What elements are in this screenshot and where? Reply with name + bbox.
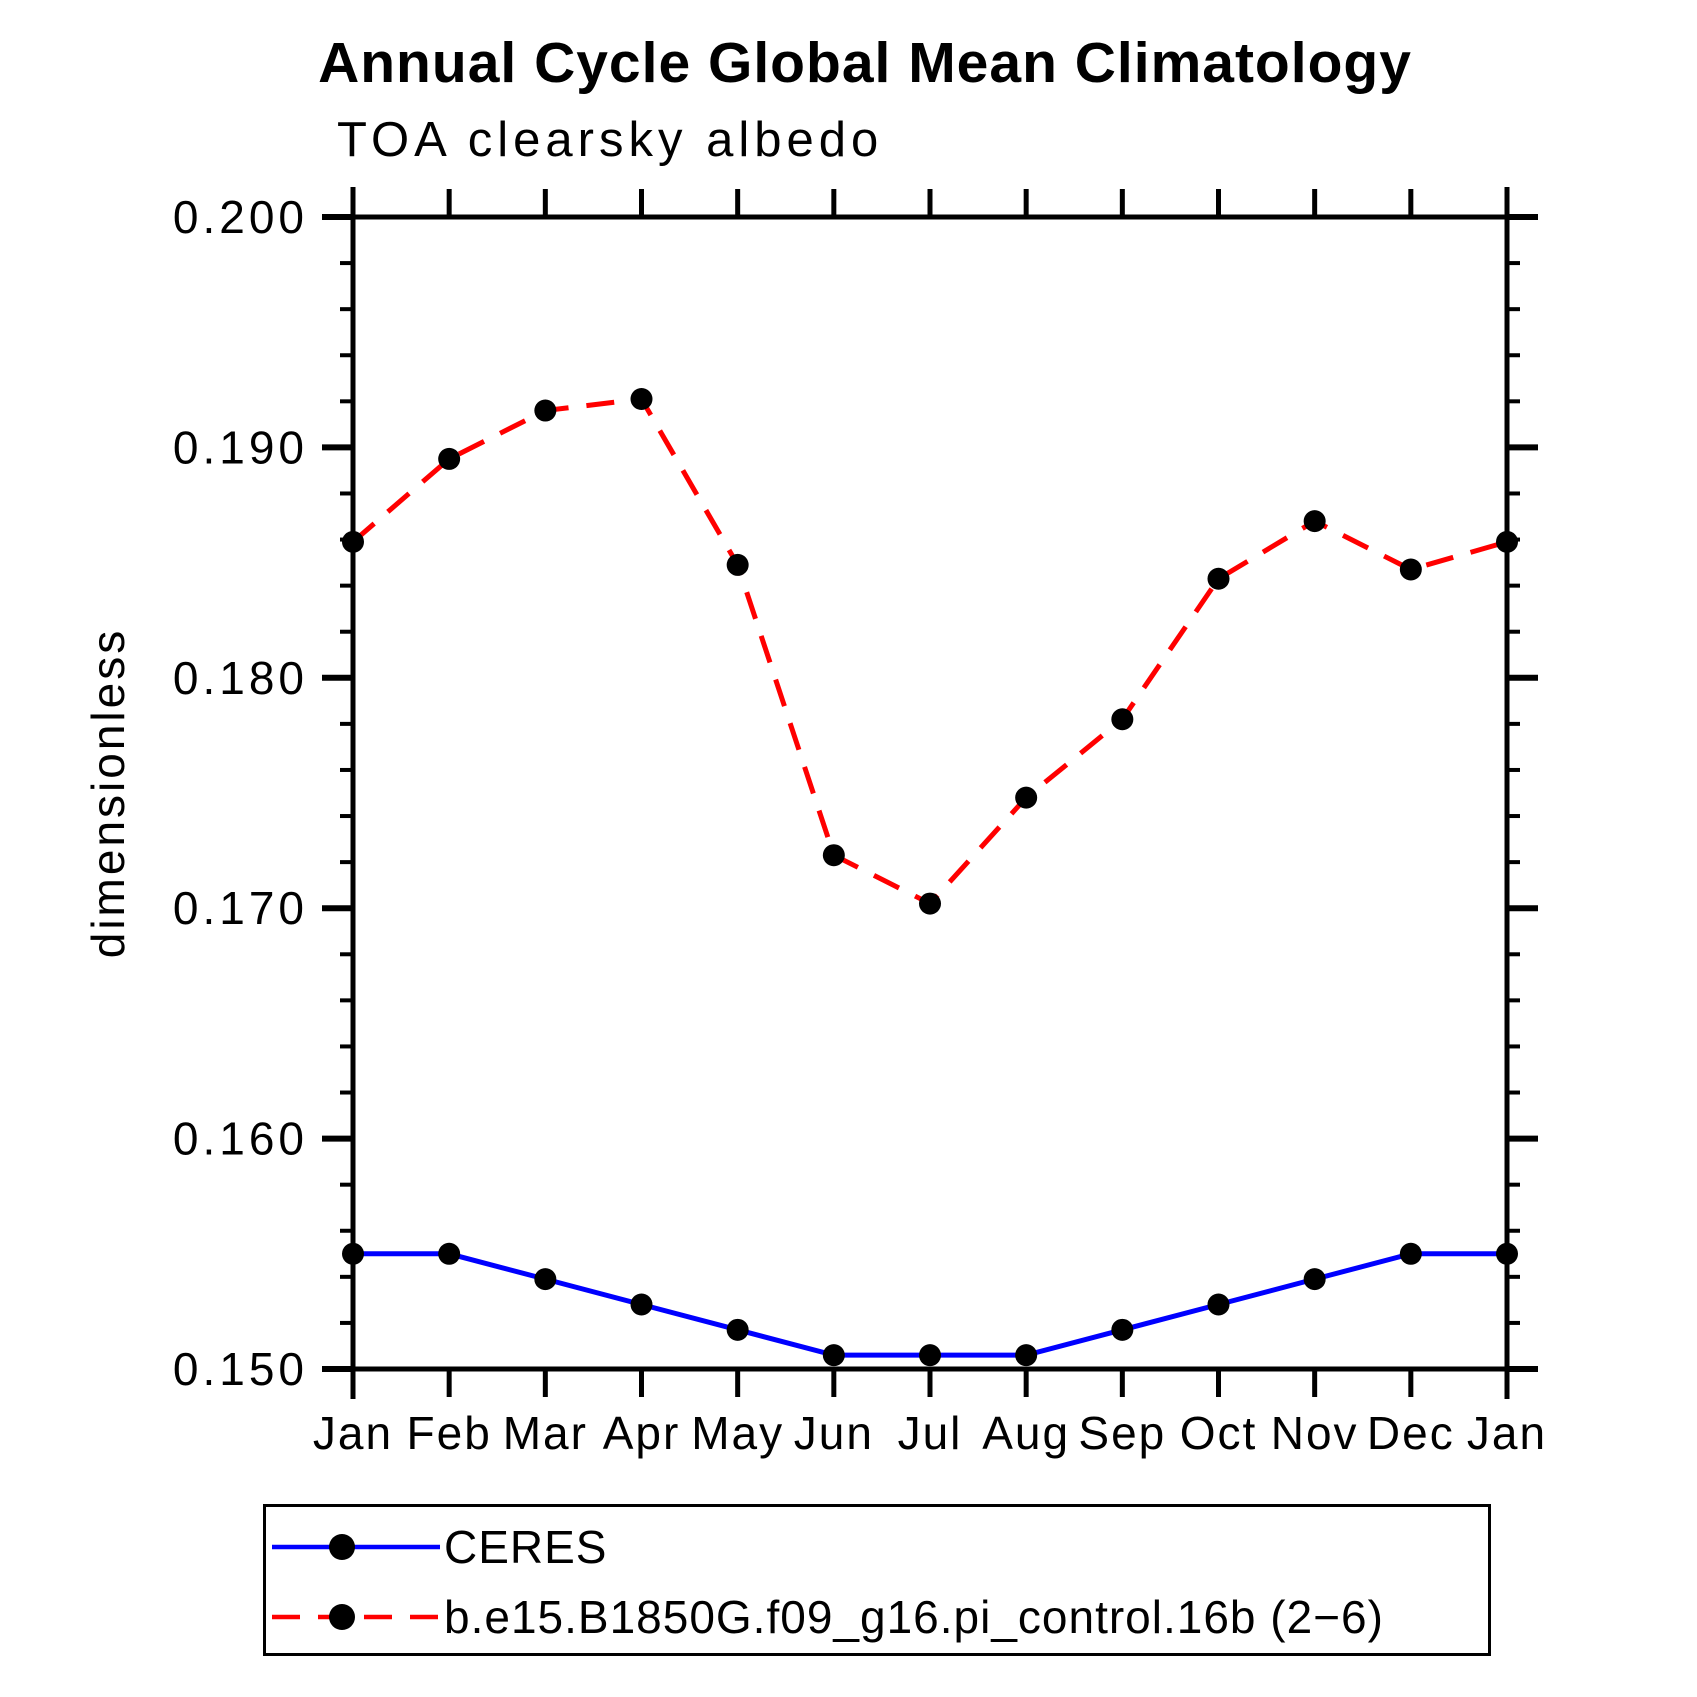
legend-label-model: b.e15.B1850G.f09_g16.pi_control.16b (2−6… bbox=[444, 1591, 1384, 1643]
ceres-data-point bbox=[630, 1293, 653, 1316]
y-tick-label: 0.150 bbox=[173, 1343, 308, 1395]
model-data-point bbox=[1207, 567, 1230, 590]
model-data-point bbox=[919, 892, 941, 915]
ceres-data-point bbox=[534, 1268, 557, 1291]
ceres-data-point bbox=[1399, 1242, 1422, 1265]
x-tick-label: Sep bbox=[1078, 1407, 1166, 1459]
model-data-point bbox=[438, 447, 461, 470]
ceres-data-point bbox=[726, 1318, 749, 1341]
y-tick-label: 0.190 bbox=[173, 421, 308, 473]
legend-box: CERES b.e15.B1850G.f09_g16.pi_control.16… bbox=[263, 1504, 1491, 1656]
ceres-data-point bbox=[1111, 1318, 1134, 1341]
x-tick-label: Oct bbox=[1180, 1407, 1258, 1459]
x-tick-label: Jul bbox=[898, 1407, 963, 1459]
ceres-data-point bbox=[919, 1344, 941, 1367]
y-tick-label: 0.170 bbox=[173, 882, 308, 934]
ceres-data-point bbox=[1015, 1344, 1038, 1367]
model-data-point bbox=[1399, 558, 1422, 581]
ceres-data-point bbox=[342, 1242, 364, 1265]
model-key-marker bbox=[329, 1604, 355, 1630]
x-tick-label: Jan bbox=[1467, 1407, 1547, 1459]
ceres-key-marker bbox=[329, 1534, 355, 1560]
legend-item-model: b.e15.B1850G.f09_g16.pi_control.16b (2−6… bbox=[270, 1589, 1384, 1645]
y-tick-label: 0.180 bbox=[173, 652, 308, 704]
ceres-data-point bbox=[822, 1344, 845, 1367]
x-tick-label: Apr bbox=[603, 1407, 681, 1459]
model-data-point bbox=[630, 388, 653, 411]
x-tick-label: Nov bbox=[1271, 1407, 1359, 1459]
model-data-point bbox=[534, 399, 557, 422]
x-tick-label: Mar bbox=[503, 1407, 588, 1459]
model-data-point bbox=[726, 553, 749, 576]
model-data-point bbox=[822, 844, 845, 867]
model-data-point bbox=[1303, 510, 1326, 533]
model-data-point bbox=[342, 530, 364, 553]
ceres-data-point bbox=[1496, 1242, 1518, 1265]
legend-label-ceres: CERES bbox=[444, 1521, 608, 1573]
model-line-key bbox=[272, 1604, 440, 1630]
chart-subtitle: TOA clearsky albedo bbox=[337, 113, 884, 167]
x-tick-label: Aug bbox=[982, 1407, 1070, 1459]
x-tick-label: May bbox=[691, 1407, 784, 1459]
page-title: Annual Cycle Global Mean Climatology bbox=[318, 31, 1412, 95]
y-tick-label: 0.200 bbox=[173, 191, 308, 243]
model-series-line bbox=[351, 396, 1508, 907]
ceres-series-line bbox=[353, 1251, 1507, 1358]
x-tick-label: Jan bbox=[313, 1407, 393, 1459]
x-tick-label: Feb bbox=[407, 1407, 492, 1459]
model-data-point bbox=[1111, 708, 1134, 731]
ceres-data-point bbox=[1303, 1268, 1326, 1291]
x-tick-label: Dec bbox=[1367, 1407, 1455, 1459]
x-tick-label: Jun bbox=[794, 1407, 874, 1459]
legend-item-ceres: CERES bbox=[270, 1519, 607, 1575]
y-tick-label: 0.160 bbox=[173, 1113, 308, 1165]
ceres-line-key bbox=[272, 1534, 440, 1560]
model-data-point bbox=[1015, 786, 1038, 809]
ceres-data-point bbox=[1207, 1293, 1230, 1316]
model-data-point bbox=[1496, 530, 1518, 553]
ceres-data-point bbox=[438, 1242, 461, 1265]
